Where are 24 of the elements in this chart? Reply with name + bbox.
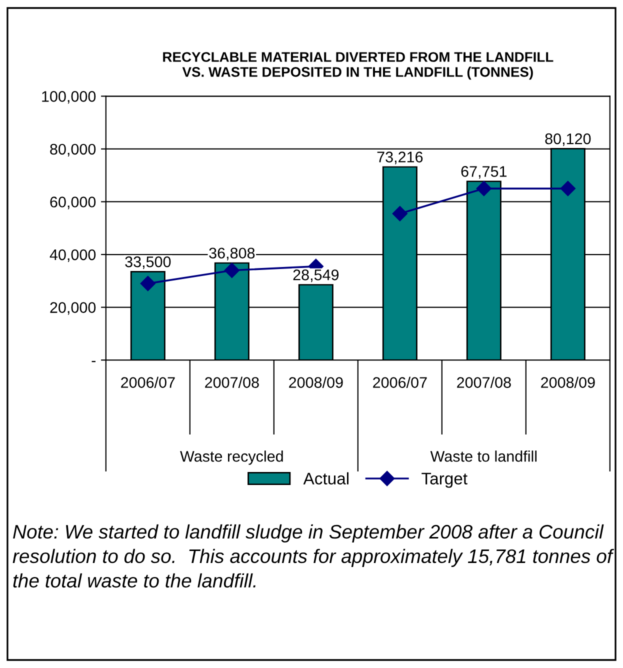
x-tick-label: 2008/09 (289, 376, 343, 388)
legend-label: Target (422, 472, 468, 488)
x-tick-label: 2007/08 (457, 376, 511, 388)
y-tick-label: 40,000 (50, 249, 96, 262)
legend-label: Actual (303, 472, 348, 485)
data-label: 33,500 (125, 256, 171, 270)
text: Waste recycled (180, 450, 283, 465)
data-label: 36,808 (209, 248, 255, 260)
x-tick-label: 2008/09 (541, 376, 595, 388)
y-tick-label: 20,000 (50, 302, 96, 315)
data-label: 73,216 (377, 152, 423, 164)
x-tick-label: 2007/08 (205, 376, 259, 388)
data-label: 67,751 (461, 166, 507, 179)
y-tick-label: 80,000 (50, 144, 96, 156)
y-tick-label: 100,000 (42, 91, 96, 104)
x-tick-label: 2006/07 (373, 376, 427, 388)
y-tick-label: 60,000 (50, 196, 96, 210)
data-label: 28,549 (293, 269, 339, 282)
y-tick-label: - (92, 360, 96, 362)
text: Note: We started to landfill sludge in September 2008 after a Council resolution to do so. This accounts for approximately 15,781 tonnes of the total waste to the landfill. (12, 524, 614, 588)
text: Waste to landfill (430, 450, 537, 462)
chart-title: RECYCLABLE MATERIAL DIVERTED FROM THE LANDFILL VS. WASTE DEPOSITED IN THE LANDFILL (TONNES) (163, 52, 554, 80)
data-label: 80,120 (545, 133, 591, 146)
x-tick-label: 2006/07 (121, 376, 175, 388)
